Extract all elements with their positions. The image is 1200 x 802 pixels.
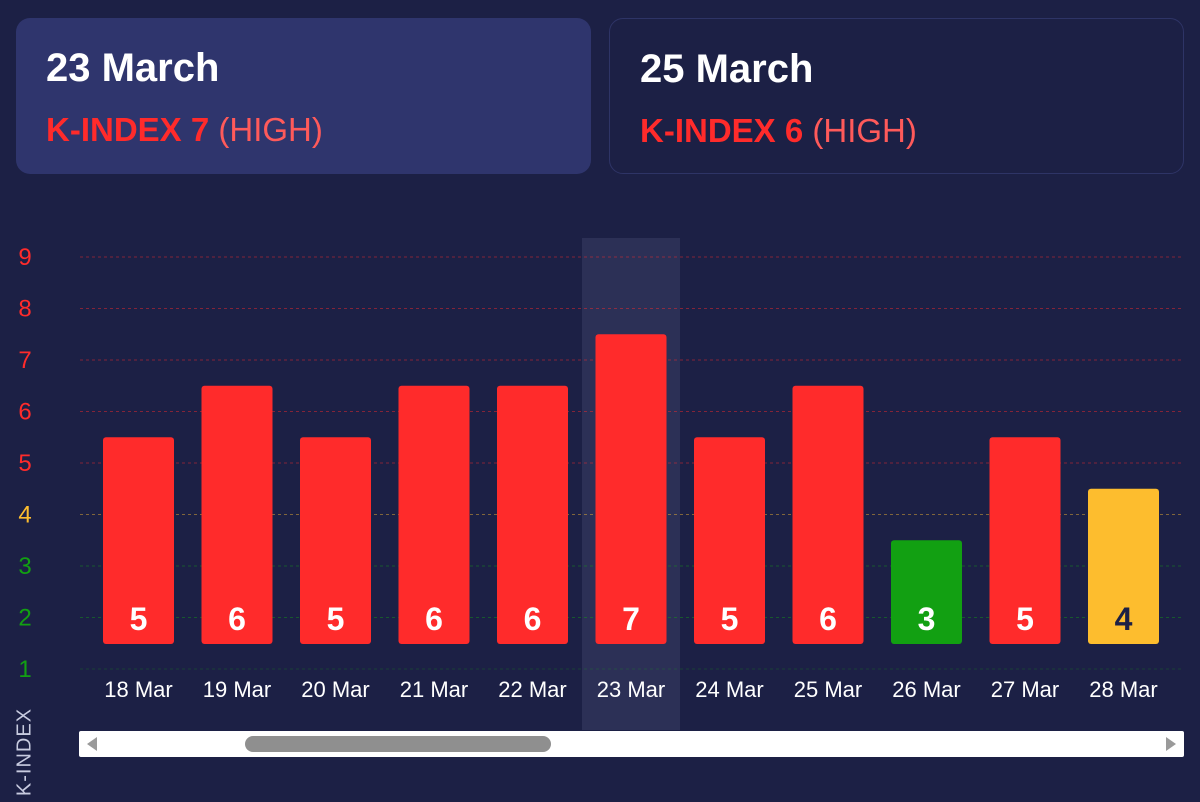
bar-23-mar[interactable] bbox=[595, 334, 667, 644]
forecast-card-23-march[interactable]: 23 March K-INDEX 7 (HIGH) bbox=[16, 18, 591, 174]
bar-26-mar[interactable] bbox=[891, 540, 962, 644]
bar-22-mar[interactable] bbox=[497, 385, 568, 644]
card-k-index: K-INDEX 6 (HIGH) bbox=[640, 111, 1153, 151]
card-k-index: K-INDEX 7 (HIGH) bbox=[46, 110, 561, 150]
bar-24-mar[interactable] bbox=[694, 437, 765, 644]
bar-value-label: 6 bbox=[819, 601, 837, 637]
card-date: 23 March bbox=[46, 46, 220, 90]
y-tick-label: 4 bbox=[18, 502, 31, 529]
scroll-left-arrow-icon[interactable] bbox=[87, 737, 97, 751]
k-index-bar-chart: 1 2 3 4 5 6 7 8 9 5 18 Mar 6 19 Mar 5 20 Mar 6 21 Mar 6 22… bbox=[18, 238, 1184, 730]
x-tick-label: 21 Mar bbox=[400, 677, 468, 702]
scroll-right-arrow-icon[interactable] bbox=[1166, 737, 1176, 751]
bar-value-label: 6 bbox=[425, 601, 443, 637]
chart-scrollbar[interactable] bbox=[79, 731, 1184, 757]
x-tick-label: 18 Mar bbox=[104, 677, 172, 702]
bar-value-label: 5 bbox=[721, 601, 739, 637]
bar-value-label: 7 bbox=[622, 601, 640, 637]
x-tick-label: 28 Mar bbox=[1089, 677, 1157, 702]
x-tick-label: 20 Mar bbox=[301, 677, 369, 702]
y-tick-label: 8 bbox=[18, 296, 31, 323]
y-tick-label: 1 bbox=[18, 656, 31, 683]
bar-18-mar[interactable] bbox=[103, 437, 174, 644]
bar-28-mar[interactable] bbox=[1088, 488, 1159, 644]
bar-27-mar[interactable] bbox=[989, 437, 1061, 644]
y-tick-label: 6 bbox=[18, 399, 31, 426]
x-tick-label: 24 Mar bbox=[695, 677, 763, 702]
card-date: 25 March bbox=[640, 47, 814, 91]
x-tick-label: 19 Mar bbox=[203, 677, 271, 702]
scroll-thumb[interactable] bbox=[245, 736, 551, 752]
bar-value-label: 5 bbox=[130, 601, 148, 637]
bar-value-label: 6 bbox=[524, 601, 542, 637]
bar-25-mar[interactable] bbox=[792, 385, 864, 644]
y-tick-label: 7 bbox=[18, 347, 31, 374]
x-tick-label: 22 Mar bbox=[498, 677, 566, 702]
bar-value-label: 5 bbox=[327, 601, 345, 637]
bar-value-label: 6 bbox=[228, 601, 246, 637]
bar-value-label: 3 bbox=[918, 601, 936, 637]
x-tick-label: 27 Mar bbox=[991, 677, 1059, 702]
card-k-index-level: (HIGH) bbox=[218, 111, 323, 148]
y-tick-label: 2 bbox=[18, 605, 31, 632]
bar-value-label: 4 bbox=[1115, 601, 1133, 637]
bar-19-mar[interactable] bbox=[201, 385, 273, 644]
bar-20-mar[interactable] bbox=[300, 437, 371, 644]
x-tick-label: 26 Mar bbox=[892, 677, 960, 702]
x-tick-label: 25 Mar bbox=[794, 677, 862, 702]
x-tick-label: 23 Mar bbox=[597, 677, 665, 702]
forecast-card-25-march[interactable]: 25 March K-INDEX 6 (HIGH) bbox=[609, 18, 1184, 174]
y-tick-label: 3 bbox=[18, 553, 31, 580]
card-k-index-value: K-INDEX 6 bbox=[640, 112, 804, 149]
y-axis-label: K-INDEX bbox=[13, 707, 36, 797]
bar-value-label: 5 bbox=[1016, 601, 1034, 637]
y-tick-label: 5 bbox=[18, 450, 31, 477]
bar-21-mar[interactable] bbox=[398, 385, 470, 644]
card-k-index-level: (HIGH) bbox=[812, 112, 917, 149]
card-k-index-value: K-INDEX 7 bbox=[46, 111, 210, 148]
y-tick-label: 9 bbox=[18, 244, 31, 271]
